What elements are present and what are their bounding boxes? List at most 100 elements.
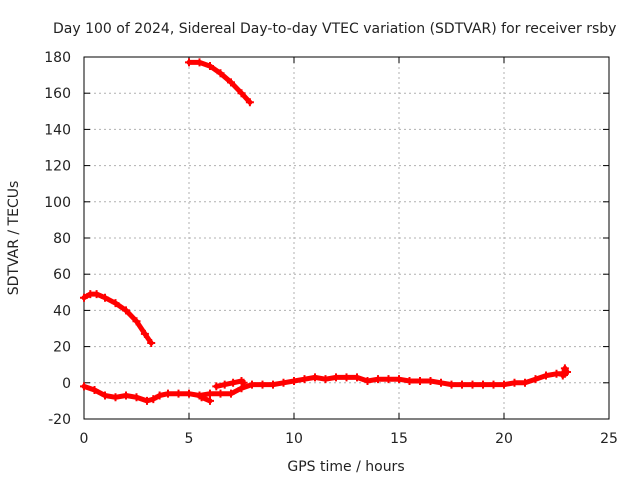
- data-point: [468, 380, 477, 389]
- data-point: [384, 375, 393, 384]
- y-tick-label: 140: [44, 122, 71, 138]
- data-point: [416, 376, 424, 385]
- data-point: [269, 380, 277, 389]
- data-point: [111, 393, 120, 402]
- data-point: [197, 393, 206, 402]
- x-tick-label: 25: [600, 431, 618, 447]
- data-point: [185, 389, 193, 398]
- x-tick-label: 10: [285, 431, 303, 447]
- y-tick-label: 100: [44, 195, 71, 211]
- series-arc-bump: [212, 376, 248, 391]
- data-point: [447, 380, 456, 389]
- data-point: [300, 375, 309, 384]
- data-point: [258, 380, 267, 389]
- x-tick-label: 5: [185, 431, 194, 447]
- x-tick-label: 20: [495, 431, 513, 447]
- y-tick-label: 120: [44, 159, 71, 175]
- data-point: [227, 389, 235, 398]
- data-point: [122, 306, 130, 315]
- data-point: [90, 386, 99, 395]
- data-point: [374, 375, 382, 384]
- data-point: [458, 380, 466, 389]
- data-point: [437, 378, 445, 387]
- data-point: [174, 389, 183, 398]
- data-point: [552, 369, 561, 378]
- data-point: [489, 380, 498, 389]
- series-arc-main: [80, 369, 569, 405]
- data-point: [542, 371, 550, 380]
- y-axis-label: SDTVAR / TECUs: [6, 181, 22, 296]
- data-point: [279, 378, 288, 387]
- chart-title: Day 100 of 2024, Sidereal Day-to-day VTE…: [53, 21, 616, 37]
- data-point: [147, 338, 156, 347]
- data-point: [143, 396, 151, 405]
- y-tick-label: 60: [53, 267, 71, 283]
- data-point: [80, 382, 88, 391]
- series-arc-dip: [197, 393, 214, 405]
- data-point: [248, 380, 256, 389]
- data-point: [237, 384, 246, 393]
- data-point: [195, 58, 204, 67]
- y-tick-label: 20: [53, 340, 71, 356]
- data-point: [164, 389, 172, 398]
- y-tick-label: 0: [62, 376, 71, 392]
- data-point: [321, 375, 330, 384]
- data-point: [132, 393, 141, 402]
- series-line: [81, 291, 154, 346]
- data-point: [290, 376, 298, 385]
- data-point: [479, 380, 487, 389]
- y-tick-label: 80: [53, 231, 71, 247]
- data-point: [149, 395, 158, 404]
- data-point: [92, 290, 101, 299]
- data-point: [563, 367, 571, 376]
- data-point: [216, 69, 225, 78]
- data-point: [229, 378, 238, 387]
- y-tick-label: -20: [48, 412, 71, 428]
- y-tick-label: 160: [44, 86, 71, 102]
- data-point: [206, 389, 214, 398]
- data-point: [510, 378, 519, 387]
- grid: [84, 57, 609, 419]
- data-point: [132, 317, 141, 326]
- data-point: [111, 299, 120, 308]
- data-point: [353, 373, 361, 382]
- data-point: [155, 391, 164, 400]
- series-arc-spike: [558, 364, 571, 380]
- data-point: [140, 329, 149, 338]
- data-point: [206, 396, 214, 405]
- data-point: [245, 98, 254, 107]
- data-point: [237, 89, 246, 98]
- data-point: [311, 373, 319, 382]
- data-point: [558, 371, 567, 380]
- y-tick-label: 180: [44, 50, 71, 66]
- data-point: [405, 376, 414, 385]
- x-axis-label: GPS time / hours: [287, 459, 404, 475]
- x-tick-label: 0: [80, 431, 89, 447]
- data-point: [531, 375, 540, 384]
- data-point: [239, 378, 248, 387]
- data-point: [122, 391, 130, 400]
- data-point: [101, 293, 109, 302]
- data-point: [216, 389, 225, 398]
- data-point: [521, 378, 529, 387]
- data-point: [212, 382, 221, 391]
- data-point: [363, 376, 372, 385]
- y-tick-label: 40: [53, 303, 71, 319]
- data-point: [342, 373, 351, 382]
- data-point: [185, 58, 193, 67]
- series-arc-mid: [80, 290, 156, 347]
- axis-ticks: 0 5 10 15 20 25 -20 0 20 40 60 80 100 120 140 160 180: [44, 50, 618, 447]
- x-tick-label: 15: [390, 431, 408, 447]
- data-point: [101, 391, 109, 400]
- data-point: [206, 62, 214, 71]
- data-point: [500, 380, 508, 389]
- data-point: [220, 380, 229, 389]
- data-point: [426, 376, 435, 385]
- data-series: [80, 58, 571, 405]
- data-point: [332, 373, 340, 382]
- data-point: [395, 375, 403, 384]
- series-arc-high: [185, 58, 254, 107]
- data-point: [227, 78, 235, 87]
- data-point: [80, 293, 88, 302]
